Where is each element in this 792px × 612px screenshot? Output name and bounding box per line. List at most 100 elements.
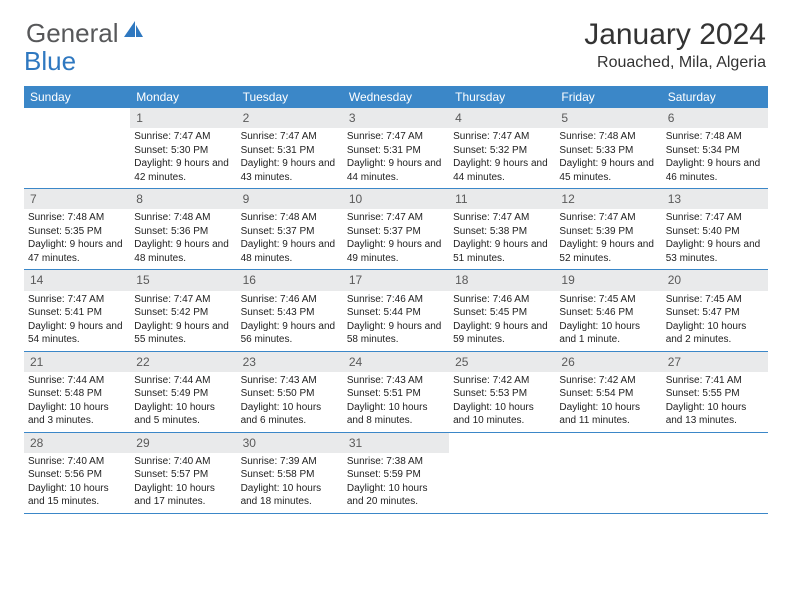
day-content: Sunrise: 7:47 AMSunset: 5:31 PMDaylight:…: [343, 128, 449, 188]
sunrise-text: Sunrise: 7:47 AM: [559, 211, 657, 225]
week-row: 28Sunrise: 7:40 AMSunset: 5:56 PMDayligh…: [24, 433, 768, 514]
day-header-monday: Monday: [130, 86, 236, 108]
daylight-text: Daylight: 10 hours and 10 minutes.: [453, 401, 551, 428]
day-number: 13: [662, 189, 768, 209]
sunset-text: Sunset: 5:33 PM: [559, 144, 657, 158]
day-cell: 4Sunrise: 7:47 AMSunset: 5:32 PMDaylight…: [449, 108, 555, 188]
daylight-text: Daylight: 9 hours and 52 minutes.: [559, 238, 657, 265]
daylight-text: Daylight: 9 hours and 48 minutes.: [241, 238, 339, 265]
sunrise-text: Sunrise: 7:47 AM: [134, 293, 232, 307]
day-cell: 31Sunrise: 7:38 AMSunset: 5:59 PMDayligh…: [343, 433, 449, 513]
day-number: 26: [555, 352, 661, 372]
day-content: Sunrise: 7:43 AMSunset: 5:50 PMDaylight:…: [237, 372, 343, 432]
day-number: 15: [130, 270, 236, 290]
day-content: Sunrise: 7:46 AMSunset: 5:44 PMDaylight:…: [343, 291, 449, 351]
title-block: January 2024 Rouached, Mila, Algeria: [584, 18, 766, 72]
month-title: January 2024: [584, 18, 766, 52]
sunset-text: Sunset: 5:46 PM: [559, 306, 657, 320]
daylight-text: Daylight: 9 hours and 58 minutes.: [347, 320, 445, 347]
day-number: 8: [130, 189, 236, 209]
day-number: 5: [555, 108, 661, 128]
sunset-text: Sunset: 5:49 PM: [134, 387, 232, 401]
day-cell-empty: [449, 433, 555, 513]
day-number: 24: [343, 352, 449, 372]
sunrise-text: Sunrise: 7:47 AM: [28, 293, 126, 307]
day-content: Sunrise: 7:47 AMSunset: 5:39 PMDaylight:…: [555, 209, 661, 269]
day-cell: 12Sunrise: 7:47 AMSunset: 5:39 PMDayligh…: [555, 189, 661, 269]
day-content: Sunrise: 7:48 AMSunset: 5:33 PMDaylight:…: [555, 128, 661, 188]
day-number: 17: [343, 270, 449, 290]
daylight-text: Daylight: 9 hours and 45 minutes.: [559, 157, 657, 184]
day-content: Sunrise: 7:48 AMSunset: 5:36 PMDaylight:…: [130, 209, 236, 269]
day-cell: 17Sunrise: 7:46 AMSunset: 5:44 PMDayligh…: [343, 270, 449, 350]
sunrise-text: Sunrise: 7:44 AM: [134, 374, 232, 388]
sunset-text: Sunset: 5:47 PM: [666, 306, 764, 320]
day-content: Sunrise: 7:47 AMSunset: 5:37 PMDaylight:…: [343, 209, 449, 269]
daylight-text: Daylight: 10 hours and 8 minutes.: [347, 401, 445, 428]
calendar: SundayMondayTuesdayWednesdayThursdayFrid…: [24, 86, 768, 514]
daylight-text: Daylight: 9 hours and 44 minutes.: [453, 157, 551, 184]
day-cell: 11Sunrise: 7:47 AMSunset: 5:38 PMDayligh…: [449, 189, 555, 269]
day-number: 21: [24, 352, 130, 372]
daylight-text: Daylight: 9 hours and 56 minutes.: [241, 320, 339, 347]
day-cell: 10Sunrise: 7:47 AMSunset: 5:37 PMDayligh…: [343, 189, 449, 269]
sunrise-text: Sunrise: 7:46 AM: [453, 293, 551, 307]
sunset-text: Sunset: 5:31 PM: [241, 144, 339, 158]
day-header-sunday: Sunday: [24, 86, 130, 108]
day-content: Sunrise: 7:47 AMSunset: 5:38 PMDaylight:…: [449, 209, 555, 269]
day-content: Sunrise: 7:42 AMSunset: 5:53 PMDaylight:…: [449, 372, 555, 432]
page-header: General January 2024 Rouached, Mila, Alg…: [0, 0, 792, 80]
day-cell: 28Sunrise: 7:40 AMSunset: 5:56 PMDayligh…: [24, 433, 130, 513]
day-cell: 20Sunrise: 7:45 AMSunset: 5:47 PMDayligh…: [662, 270, 768, 350]
day-number: 19: [555, 270, 661, 290]
day-content: Sunrise: 7:41 AMSunset: 5:55 PMDaylight:…: [662, 372, 768, 432]
day-number: 30: [237, 433, 343, 453]
day-cell: 23Sunrise: 7:43 AMSunset: 5:50 PMDayligh…: [237, 352, 343, 432]
week-row: 7Sunrise: 7:48 AMSunset: 5:35 PMDaylight…: [24, 189, 768, 270]
sunrise-text: Sunrise: 7:47 AM: [347, 211, 445, 225]
day-number: 6: [662, 108, 768, 128]
day-content: Sunrise: 7:45 AMSunset: 5:46 PMDaylight:…: [555, 291, 661, 351]
day-number: 9: [237, 189, 343, 209]
daylight-text: Daylight: 9 hours and 46 minutes.: [666, 157, 764, 184]
day-cell: 24Sunrise: 7:43 AMSunset: 5:51 PMDayligh…: [343, 352, 449, 432]
sunrise-text: Sunrise: 7:43 AM: [241, 374, 339, 388]
day-number: 16: [237, 270, 343, 290]
week-row: 21Sunrise: 7:44 AMSunset: 5:48 PMDayligh…: [24, 352, 768, 433]
day-cell: 8Sunrise: 7:48 AMSunset: 5:36 PMDaylight…: [130, 189, 236, 269]
logo: General: [26, 18, 147, 49]
sunset-text: Sunset: 5:37 PM: [347, 225, 445, 239]
sunset-text: Sunset: 5:43 PM: [241, 306, 339, 320]
daylight-text: Daylight: 9 hours and 48 minutes.: [134, 238, 232, 265]
day-number: 7: [24, 189, 130, 209]
daylight-text: Daylight: 10 hours and 13 minutes.: [666, 401, 764, 428]
day-content: Sunrise: 7:44 AMSunset: 5:48 PMDaylight:…: [24, 372, 130, 432]
sunset-text: Sunset: 5:57 PM: [134, 468, 232, 482]
day-content: Sunrise: 7:47 AMSunset: 5:31 PMDaylight:…: [237, 128, 343, 188]
sunset-text: Sunset: 5:50 PM: [241, 387, 339, 401]
daylight-text: Daylight: 10 hours and 20 minutes.: [347, 482, 445, 509]
day-content: Sunrise: 7:38 AMSunset: 5:59 PMDaylight:…: [343, 453, 449, 513]
day-content: Sunrise: 7:47 AMSunset: 5:32 PMDaylight:…: [449, 128, 555, 188]
sunset-text: Sunset: 5:42 PM: [134, 306, 232, 320]
day-cell: 3Sunrise: 7:47 AMSunset: 5:31 PMDaylight…: [343, 108, 449, 188]
day-header-wednesday: Wednesday: [343, 86, 449, 108]
sunrise-text: Sunrise: 7:47 AM: [453, 130, 551, 144]
logo-text-blue: Blue: [24, 46, 76, 76]
sunrise-text: Sunrise: 7:48 AM: [28, 211, 126, 225]
sunrise-text: Sunrise: 7:47 AM: [347, 130, 445, 144]
sunset-text: Sunset: 5:54 PM: [559, 387, 657, 401]
sunrise-text: Sunrise: 7:42 AM: [559, 374, 657, 388]
sunrise-text: Sunrise: 7:40 AM: [28, 455, 126, 469]
day-cell: 15Sunrise: 7:47 AMSunset: 5:42 PMDayligh…: [130, 270, 236, 350]
sunset-text: Sunset: 5:39 PM: [559, 225, 657, 239]
sunrise-text: Sunrise: 7:44 AM: [28, 374, 126, 388]
day-content: Sunrise: 7:48 AMSunset: 5:37 PMDaylight:…: [237, 209, 343, 269]
sunrise-text: Sunrise: 7:48 AM: [241, 211, 339, 225]
sunset-text: Sunset: 5:59 PM: [347, 468, 445, 482]
daylight-text: Daylight: 9 hours and 44 minutes.: [347, 157, 445, 184]
daylight-text: Daylight: 10 hours and 18 minutes.: [241, 482, 339, 509]
sunrise-text: Sunrise: 7:47 AM: [241, 130, 339, 144]
day-content: Sunrise: 7:39 AMSunset: 5:58 PMDaylight:…: [237, 453, 343, 513]
day-cell-empty: [24, 108, 130, 188]
